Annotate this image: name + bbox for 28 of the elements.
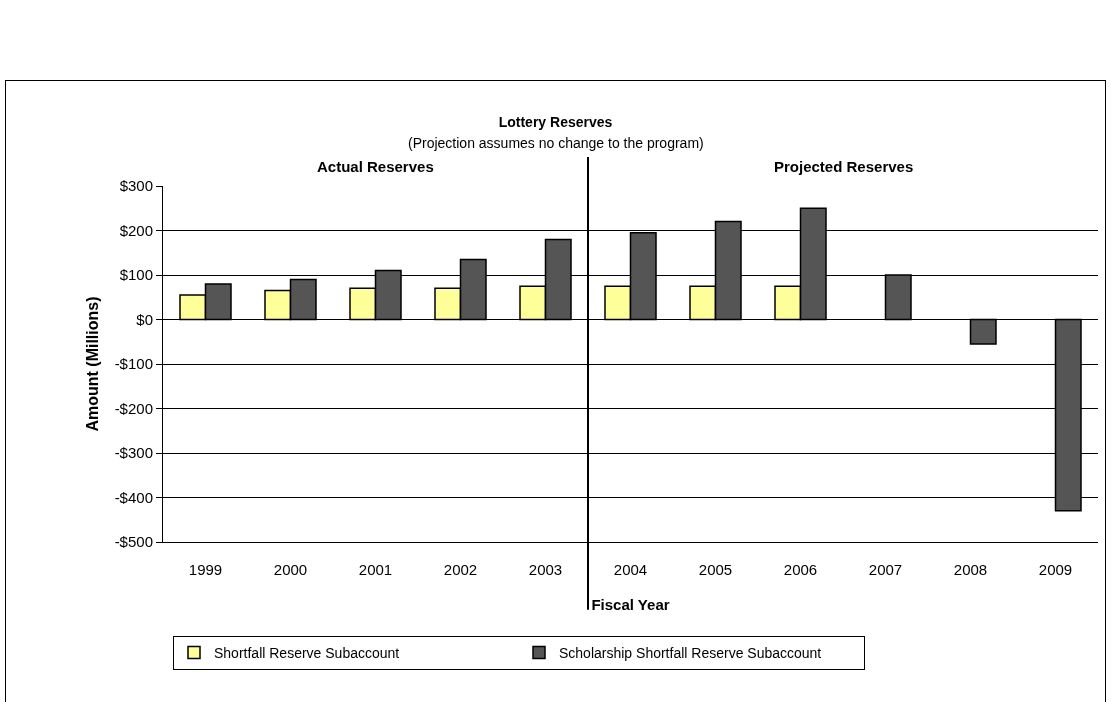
y-axis-title: Amount (Millions) xyxy=(83,296,101,432)
y-tick-label: $300 xyxy=(119,177,153,195)
legend-label: Scholarship Shortfall Reserve Subaccount xyxy=(559,645,822,662)
x-tick-label: 2005 xyxy=(698,561,733,578)
y-tick-label: -$100 xyxy=(114,355,153,373)
y-tick-label: -$500 xyxy=(114,533,153,551)
y-tick-label: $100 xyxy=(119,266,153,284)
text: Projected Reserves xyxy=(774,158,914,175)
x-tick-label: 2009 xyxy=(1038,561,1073,578)
chart-subtitle: (Projection assumes no change to the program) xyxy=(408,135,704,151)
y-tick-label: $200 xyxy=(119,221,153,239)
x-tick-label: 2004 xyxy=(613,561,648,578)
y-tick-label: -$400 xyxy=(114,488,153,506)
x-tick-label: 2003 xyxy=(528,561,563,578)
x-tick-label: 2000 xyxy=(273,561,308,578)
x-tick-label: 2007 xyxy=(868,561,903,578)
y-tick-label: $0 xyxy=(136,310,153,328)
x-tick-label: 2006 xyxy=(783,561,818,578)
x-tick-label: 2001 xyxy=(358,561,393,578)
legend-label: Shortfall Reserve Subaccount xyxy=(214,645,400,662)
y-tick-label: -$300 xyxy=(114,444,153,462)
x-axis-title: Fiscal Year xyxy=(591,596,670,613)
chart-title: Lottery Reserves xyxy=(498,113,613,130)
x-tick-label: 2008 xyxy=(953,561,988,578)
y-tick-label: -$200 xyxy=(114,399,153,417)
x-tick-label: 2002 xyxy=(443,561,478,578)
text: Actual Reserves xyxy=(317,158,434,175)
x-tick-label: 1999 xyxy=(188,561,223,578)
